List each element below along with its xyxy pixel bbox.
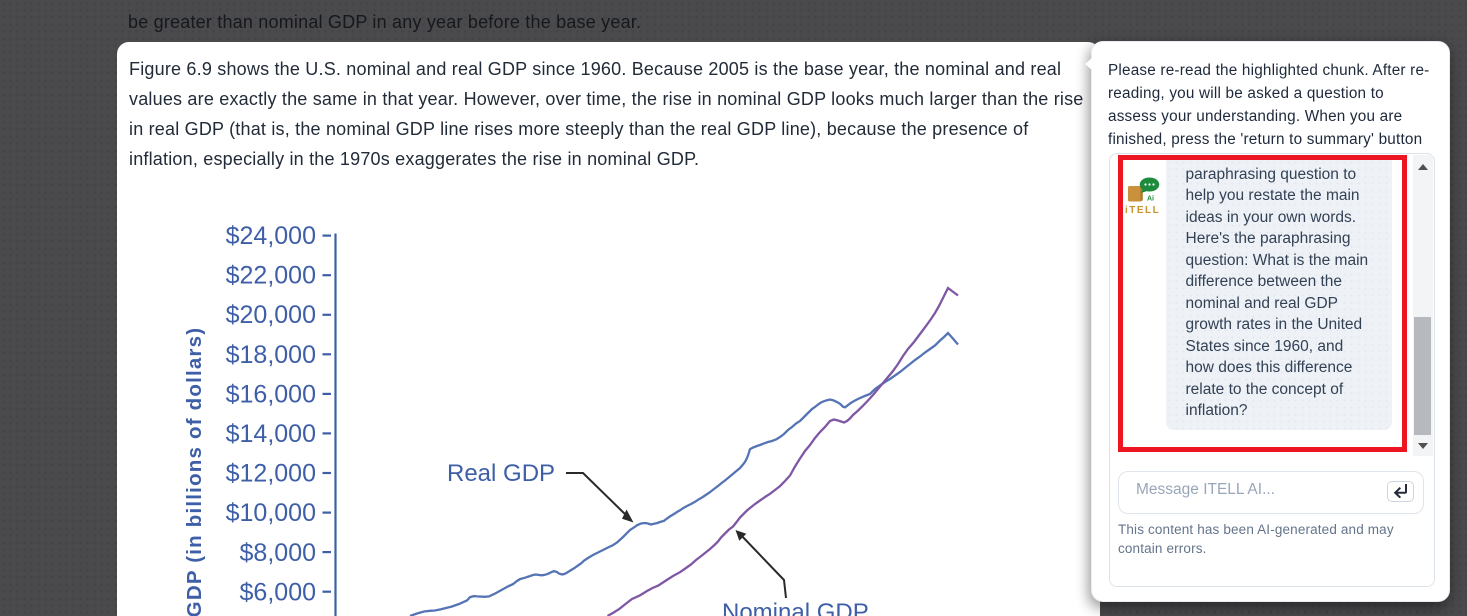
svg-text:$14,000: $14,000 xyxy=(226,420,316,448)
svg-text:iTELL: iTELL xyxy=(1125,205,1160,216)
svg-text:Nominal GDP: Nominal GDP xyxy=(722,599,869,616)
svg-text:$6,000: $6,000 xyxy=(240,578,316,606)
svg-text:$24,000: $24,000 xyxy=(226,222,316,250)
svg-text:Ai: Ai xyxy=(1147,196,1154,203)
svg-text:$10,000: $10,000 xyxy=(226,499,316,527)
svg-text:$12,000: $12,000 xyxy=(226,460,316,488)
svg-text:$22,000: $22,000 xyxy=(226,262,316,290)
svg-text:GDP (in billions of dollars): GDP (in billions of dollars) xyxy=(183,327,206,616)
svg-text:$20,000: $20,000 xyxy=(226,301,316,329)
svg-text:$16,000: $16,000 xyxy=(226,380,316,408)
svg-text:$18,000: $18,000 xyxy=(226,341,316,369)
svg-text:$8,000: $8,000 xyxy=(240,539,316,567)
svg-text:Real GDP: Real GDP xyxy=(447,460,555,487)
